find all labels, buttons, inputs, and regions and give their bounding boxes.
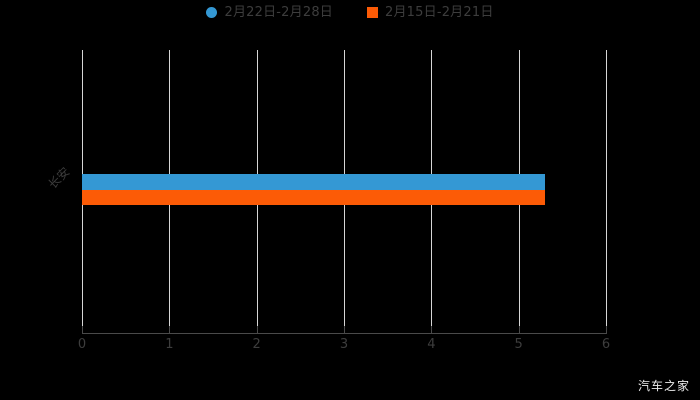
gridline-6 xyxy=(606,50,607,333)
bar-长安-series-0[interactable] xyxy=(82,174,545,190)
x-tick-4 xyxy=(431,326,433,333)
x-tick-label-5: 5 xyxy=(514,337,523,352)
x-tick-label-4: 4 xyxy=(427,337,436,352)
legend-item-series-1[interactable]: 2月15日-2月21日 xyxy=(367,6,494,19)
x-tick-2 xyxy=(256,326,258,333)
x-tick-3 xyxy=(344,326,345,333)
x-tick-label-3: 3 xyxy=(339,337,349,352)
x-axis-line xyxy=(82,333,607,334)
x-tick-5 xyxy=(518,326,520,333)
x-tick-6 xyxy=(606,326,607,333)
x-tick-label-2: 2 xyxy=(252,337,261,352)
plot-area xyxy=(82,50,607,333)
y-axis-category-label-0: 长安 xyxy=(45,164,73,192)
legend-label-series-0: 2月22日-2月28日 xyxy=(224,5,333,20)
x-tick-label-1: 1 xyxy=(165,337,174,352)
x-tick-label-6: 6 xyxy=(601,337,611,352)
circle-marker-icon xyxy=(206,7,218,18)
square-marker-icon xyxy=(367,7,378,18)
x-tick-0 xyxy=(82,326,83,333)
watermark: 汽车之家 xyxy=(637,379,690,393)
legend-label-series-1: 2月15日-2月21日 xyxy=(385,5,494,20)
x-tick-1 xyxy=(169,326,171,333)
legend-item-series-0[interactable]: 2月22日-2月28日 xyxy=(206,6,333,19)
x-tick-label-0: 0 xyxy=(77,337,87,352)
bar-长安-series-1[interactable] xyxy=(82,190,545,205)
chart-legend: 2月22日-2月28日 2月15日-2月21日 xyxy=(0,6,700,19)
